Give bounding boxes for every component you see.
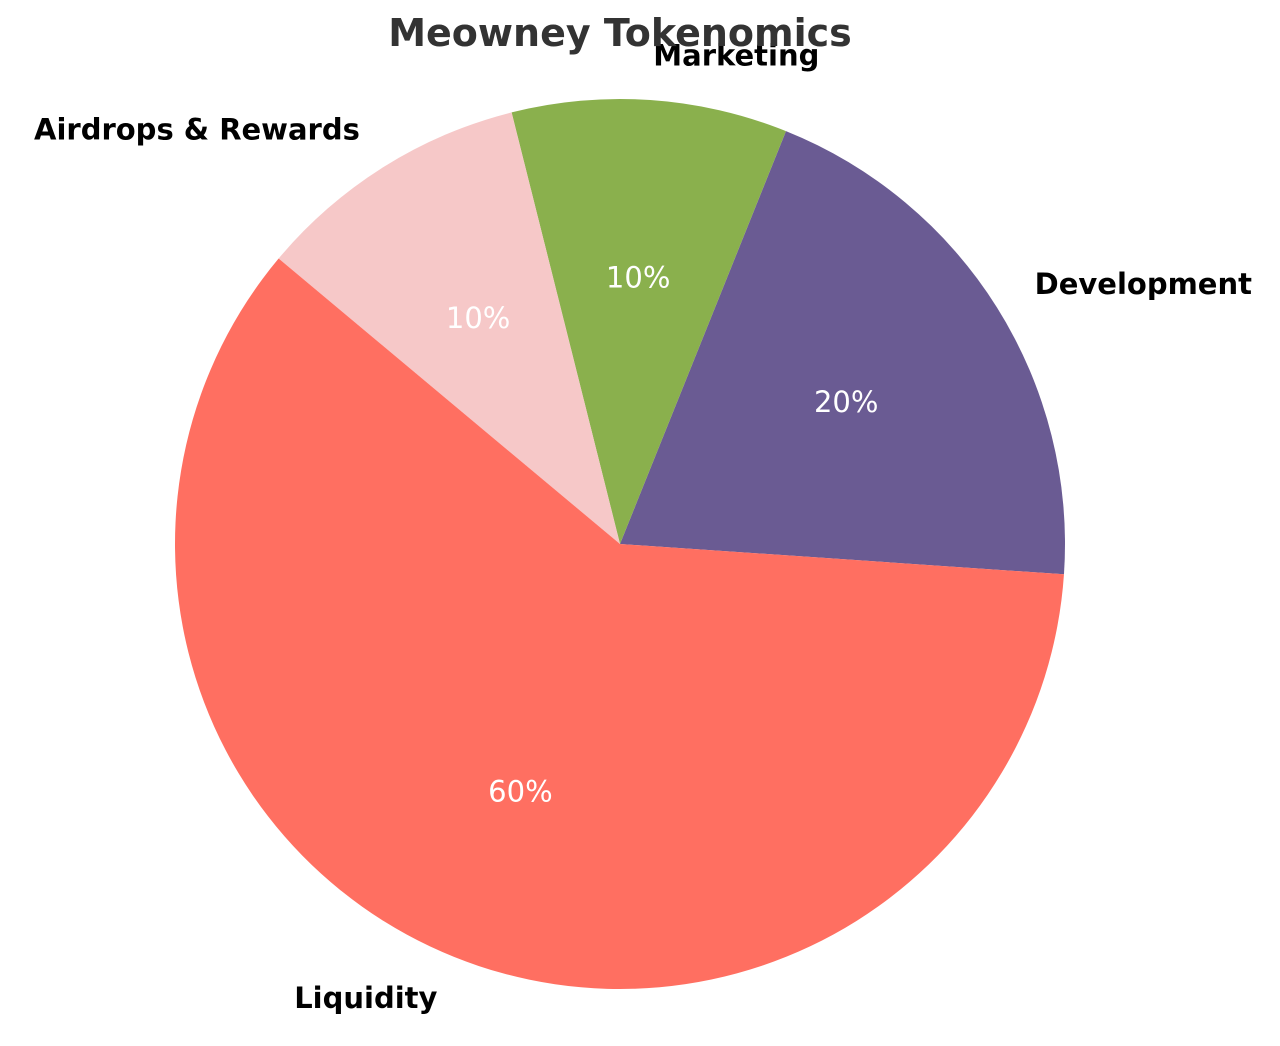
percent-label-airdrops-rewards: 10%	[446, 301, 510, 335]
category-label-liquidity: Liquidity	[294, 981, 437, 1015]
slice-development	[620, 131, 1065, 575]
percent-label-development: 20%	[814, 385, 878, 419]
category-label-development: Development	[1035, 267, 1252, 301]
percent-label-marketing: 10%	[606, 261, 670, 295]
category-label-marketing: Marketing	[653, 39, 819, 73]
chart-title: Meowney Tokenomics	[388, 11, 852, 55]
category-label-airdrops-rewards: Airdrops & Rewards	[34, 112, 360, 146]
pie-labels: 20% Development 10% Marketing 10% Airdrops & …	[34, 39, 1252, 1016]
slice-liquidity	[174, 258, 1064, 990]
slice-marketing	[511, 99, 786, 545]
slice-airdrops-rewards	[278, 112, 620, 544]
pie-slices	[174, 99, 1065, 990]
percent-label-liquidity: 60%	[488, 775, 552, 809]
